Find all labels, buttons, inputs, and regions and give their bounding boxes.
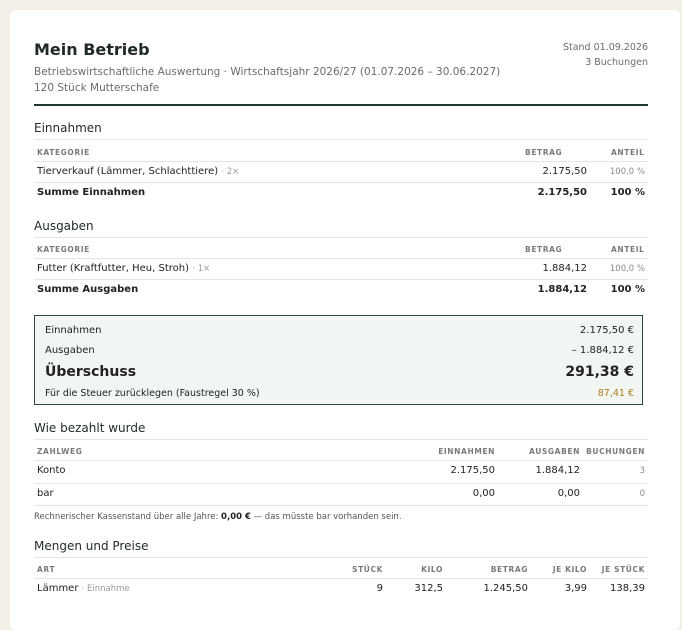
quantities-amount: 1.245,50 [483, 583, 528, 594]
payment-expenses: 1.884,12 [535, 465, 580, 476]
divider [34, 279, 648, 280]
payment-method: Konto [37, 465, 66, 476]
expenses-count: · 1× [192, 264, 211, 274]
payment-expenses: 0,00 [557, 488, 580, 499]
divider [34, 237, 648, 238]
quantities-pieces: 9 [376, 583, 383, 594]
income-section-title: Einnahmen [34, 121, 102, 135]
herd-size: 120 Stück Mutterschafe [34, 82, 160, 94]
surplus-label: Überschuss [45, 364, 137, 380]
summary-surplus: Überschuss 291,38 € [45, 364, 634, 380]
quantities-note: · Einnahme [81, 584, 130, 594]
income-col-share: ANTEIL [611, 148, 645, 157]
report-date: Stand 01.09.2026 [562, 42, 648, 53]
income-total-amount: 2.175,50 [537, 187, 587, 198]
income-count: · 2× [221, 167, 240, 177]
income-share: 100,0 % [609, 167, 645, 177]
income-amount: 2.175,50 [542, 166, 587, 177]
divider [34, 578, 648, 579]
income-total-label: Summe Einnahmen [37, 187, 146, 198]
quantities-row: Lämmer · Einnahme [37, 583, 130, 594]
cash-balance-value: 0,00 € [221, 512, 251, 522]
income-col-amount: BETRAG [525, 148, 563, 157]
tax-value: 87,41 € [597, 388, 634, 399]
divider [34, 483, 648, 484]
payment-income: 2.175,50 [450, 465, 495, 476]
payment-col-expenses: AUSGABEN [529, 447, 580, 456]
quantities-kilo: 312,5 [414, 583, 443, 594]
summary-tax: Für die Steuer zurücklegen (Faustregel 3… [45, 388, 634, 399]
tax-label: Für die Steuer zurücklegen (Faustregel 3… [45, 388, 260, 399]
summary-income-label: Einnahmen [45, 325, 102, 336]
summary-expenses-value: – 1.884,12 € [571, 345, 634, 356]
expenses-col-amount: BETRAG [525, 245, 563, 254]
expenses-col-category: KATEGORIE [37, 245, 90, 254]
report-subtitle: Betriebswirtschaftliche Auswertung · Wir… [34, 66, 501, 78]
divider [34, 460, 648, 461]
summary-box: Einnahmen 2.175,50 € Ausgaben – 1.884,12… [34, 315, 643, 405]
summary-income: Einnahmen 2.175,50 € [45, 325, 634, 336]
income-category: Tierverkauf (Lämmer, Schlachttiere) [37, 166, 219, 177]
payment-bookings: 0 [639, 489, 645, 499]
footnote-text: Rechnerischer Kassenstand über alle Jahr… [34, 512, 219, 522]
summary-expenses: Ausgaben – 1.884,12 € [45, 345, 634, 356]
summary-expenses-label: Ausgaben [45, 345, 95, 356]
divider [34, 439, 648, 440]
cash-balance-note: Rechnerischer Kassenstand über alle Jahr… [34, 512, 402, 522]
expenses-amount: 1.884,12 [542, 263, 587, 274]
report-meta: Stand 01.09.2026 3 Buchungen [563, 40, 648, 70]
payment-col-income: EINNAHMEN [438, 447, 495, 456]
divider [34, 182, 648, 183]
quantities-col-per-kilo: JE KILO [552, 565, 587, 574]
quantities-col-type: ART [37, 565, 56, 574]
income-col-category: KATEGORIE [37, 148, 90, 157]
quantities-type: Lämmer [37, 583, 79, 594]
quantities-col-amount: BETRAG [490, 565, 528, 574]
summary-income-value: 2.175,50 € [579, 325, 634, 336]
expenses-col-share: ANTEIL [611, 245, 645, 254]
payment-method: bar [37, 488, 54, 499]
divider [34, 258, 648, 259]
page-title: Mein Betrieb [34, 40, 150, 59]
payment-bookings: 3 [639, 466, 645, 476]
divider [34, 139, 648, 140]
expenses-total-share: 100 % [610, 284, 645, 295]
quantities-col-pieces: STÜCK [352, 565, 383, 574]
quantities-per-piece: 138,39 [610, 583, 645, 594]
expenses-share: 100,0 % [609, 264, 645, 274]
divider [34, 161, 648, 162]
quantities-per-kilo: 3,99 [564, 583, 587, 594]
expenses-total-label: Summe Ausgaben [37, 284, 139, 295]
report-page: Mein Betrieb Betriebswirtschaftliche Aus… [10, 10, 680, 630]
divider [34, 557, 648, 558]
header-divider [34, 104, 648, 106]
footnote-suffix: — das müsste bar vorhanden sein. [253, 512, 402, 522]
divider [34, 505, 648, 506]
expenses-total-amount: 1.884,12 [537, 284, 587, 295]
booking-count: 3 Buchungen [585, 57, 648, 68]
expenses-category: Futter (Kraftfutter, Heu, Stroh) [37, 263, 189, 274]
income-total-share: 100 % [610, 187, 645, 198]
payment-section-title: Wie bezahlt wurde [34, 421, 146, 435]
expenses-section-title: Ausgaben [34, 219, 94, 233]
quantities-section-title: Mengen und Preise [34, 539, 149, 553]
quantities-col-per-piece: JE STÜCK [601, 565, 645, 574]
surplus-value: 291,38 € [565, 364, 634, 380]
payment-col-bookings: BUCHUNGEN [586, 447, 645, 456]
income-row: Tierverkauf (Lämmer, Schlachttiere) · 2× [37, 166, 239, 177]
quantities-col-kilo: KILO [421, 565, 443, 574]
payment-income: 0,00 [472, 488, 495, 499]
expenses-row: Futter (Kraftfutter, Heu, Stroh) · 1× [37, 263, 210, 274]
payment-col-method: ZAHLWEG [37, 447, 83, 456]
